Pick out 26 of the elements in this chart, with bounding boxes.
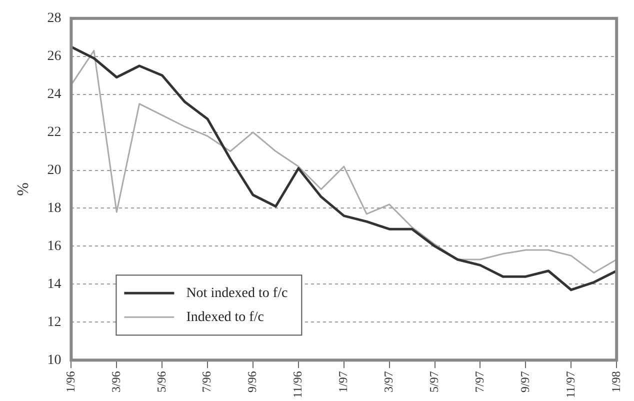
x-tick-label: 1/97	[336, 371, 350, 392]
y-tick-label: 22	[47, 124, 62, 140]
y-tick-label: 14	[47, 276, 62, 292]
x-tick-label: 7/96	[200, 371, 214, 392]
x-tick-label: 3/97	[382, 371, 396, 392]
x-tick-label: 3/96	[108, 371, 123, 392]
legend-label: Indexed to f/c	[186, 310, 264, 325]
y-axis-title: %	[14, 182, 32, 196]
x-tick-label: 5/96	[154, 371, 168, 392]
x-tick-label: 1/96	[63, 371, 78, 392]
y-tick-label: 12	[47, 314, 62, 330]
x-tick-label: 5/97	[426, 371, 441, 392]
y-tick-label: 28	[47, 11, 62, 26]
x-tick-label: 1/98	[608, 371, 623, 392]
x-tick-label: 7/97	[472, 371, 486, 392]
y-tick-label: 20	[47, 162, 62, 178]
y-tick-label: 18	[47, 200, 62, 216]
y-tick-label: 24	[47, 87, 62, 102]
y-tick-label: 26	[47, 49, 62, 64]
y-tick-label: 10	[47, 352, 62, 368]
x-tick-label: 9/96	[245, 371, 260, 392]
x-tick-label: 11/97	[563, 371, 578, 398]
y-tick-label: 16	[47, 238, 62, 254]
x-tick-label: 9/97	[518, 371, 532, 392]
legend-label: Not indexed to f/c	[186, 286, 288, 301]
x-tick-label: 11/96	[290, 371, 305, 398]
